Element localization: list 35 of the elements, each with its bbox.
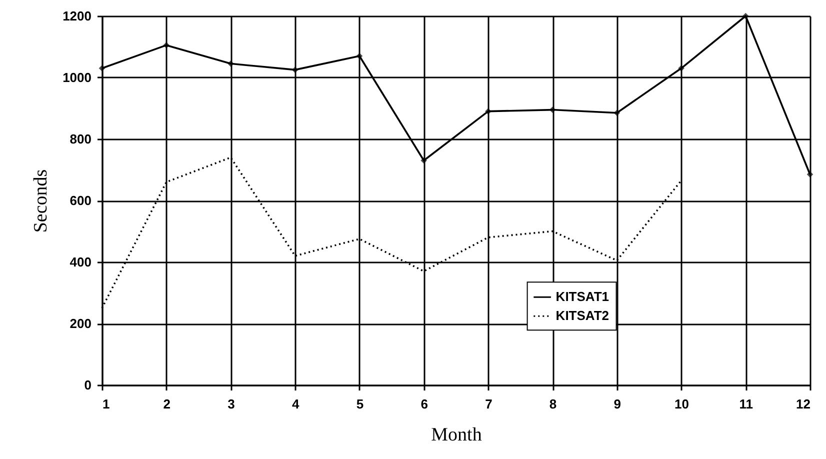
point	[420, 157, 427, 164]
x-tick-label: 8	[549, 396, 557, 412]
point	[678, 65, 684, 72]
x-tick-label: 3	[228, 396, 235, 412]
y-axis-title: Seconds	[30, 169, 52, 233]
y-tick-label: 400	[70, 254, 92, 270]
y-tick-label: 1000	[62, 70, 92, 85]
y-tick-label: 800	[70, 132, 92, 146]
point	[98, 65, 106, 72]
y-tick-label: 600	[70, 193, 92, 208]
x-tick-label: 11	[739, 396, 754, 412]
x-tick-label: 2	[163, 396, 170, 412]
point	[228, 60, 234, 67]
point	[614, 110, 620, 116]
legend-label: KITSAT1	[556, 289, 610, 304]
point	[742, 12, 749, 20]
point	[292, 66, 298, 73]
x-tick-label: 7	[485, 396, 492, 412]
x-axis-title: Month	[431, 424, 482, 446]
point	[549, 106, 556, 113]
y-tick-label: 1200	[62, 8, 92, 24]
y-tick-label: 200	[70, 316, 92, 331]
point	[806, 171, 814, 178]
point	[485, 108, 492, 114]
x-tick-label: 6	[420, 396, 428, 412]
point	[356, 52, 363, 60]
x-tick-label: 12	[796, 396, 810, 412]
legend-label: KITSAT2	[556, 308, 610, 324]
x-tick-label: 5	[356, 396, 364, 412]
y-tick-label: 0	[84, 378, 92, 392]
x-tick-label: 9	[614, 396, 622, 412]
x-tick-label: 10	[674, 396, 690, 412]
point	[163, 42, 170, 48]
x-tick-label: 4	[292, 396, 300, 412]
x-tick-label: 1	[102, 396, 110, 412]
